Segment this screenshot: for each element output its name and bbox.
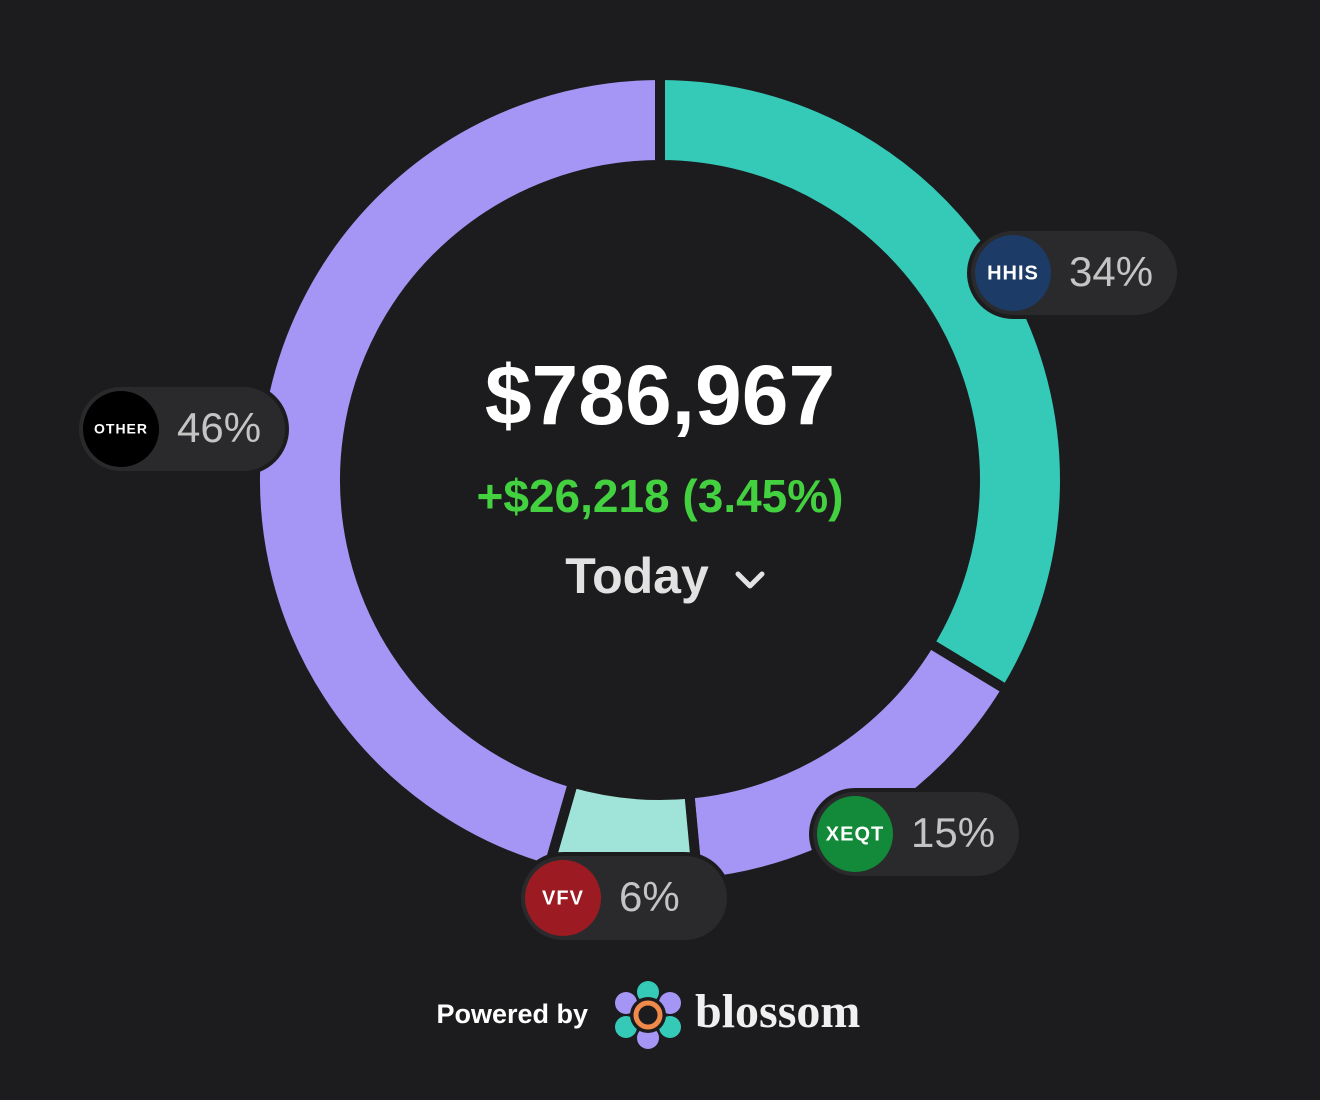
footer-text: Powered by [436,999,588,1029]
dropdown-chevron[interactable] [735,571,765,589]
ticker-label: XEQT [826,823,884,845]
donut-segment [655,69,1070,697]
period-selector[interactable]: Today [565,548,709,604]
ticker-badge [817,796,893,872]
ticker-badge [525,860,601,936]
percent-label: 6% [619,873,680,920]
brand-name: blossom [695,985,860,1038]
label-pill: VFV 6% [517,852,731,944]
label-pill: HHIS 34% [967,227,1181,319]
percent-label: 34% [1069,248,1153,295]
ticker-badge [975,235,1051,311]
ticker-label: OTHER [94,421,148,437]
percent-label: 46% [177,404,261,451]
percent-label: 15% [911,809,995,856]
ticker-badge [83,391,159,467]
ticker-label: HHIS [987,262,1039,284]
label-pill: OTHER 46% [75,383,289,475]
ticker-label: VFV [542,887,584,909]
total-value: $786,967 [485,348,835,442]
brand-logo [615,981,681,1049]
change-value: +$26,218 (3.45%) [477,470,844,522]
label-pill: XEQT 15% [809,788,1023,880]
donut-segment [250,69,665,876]
